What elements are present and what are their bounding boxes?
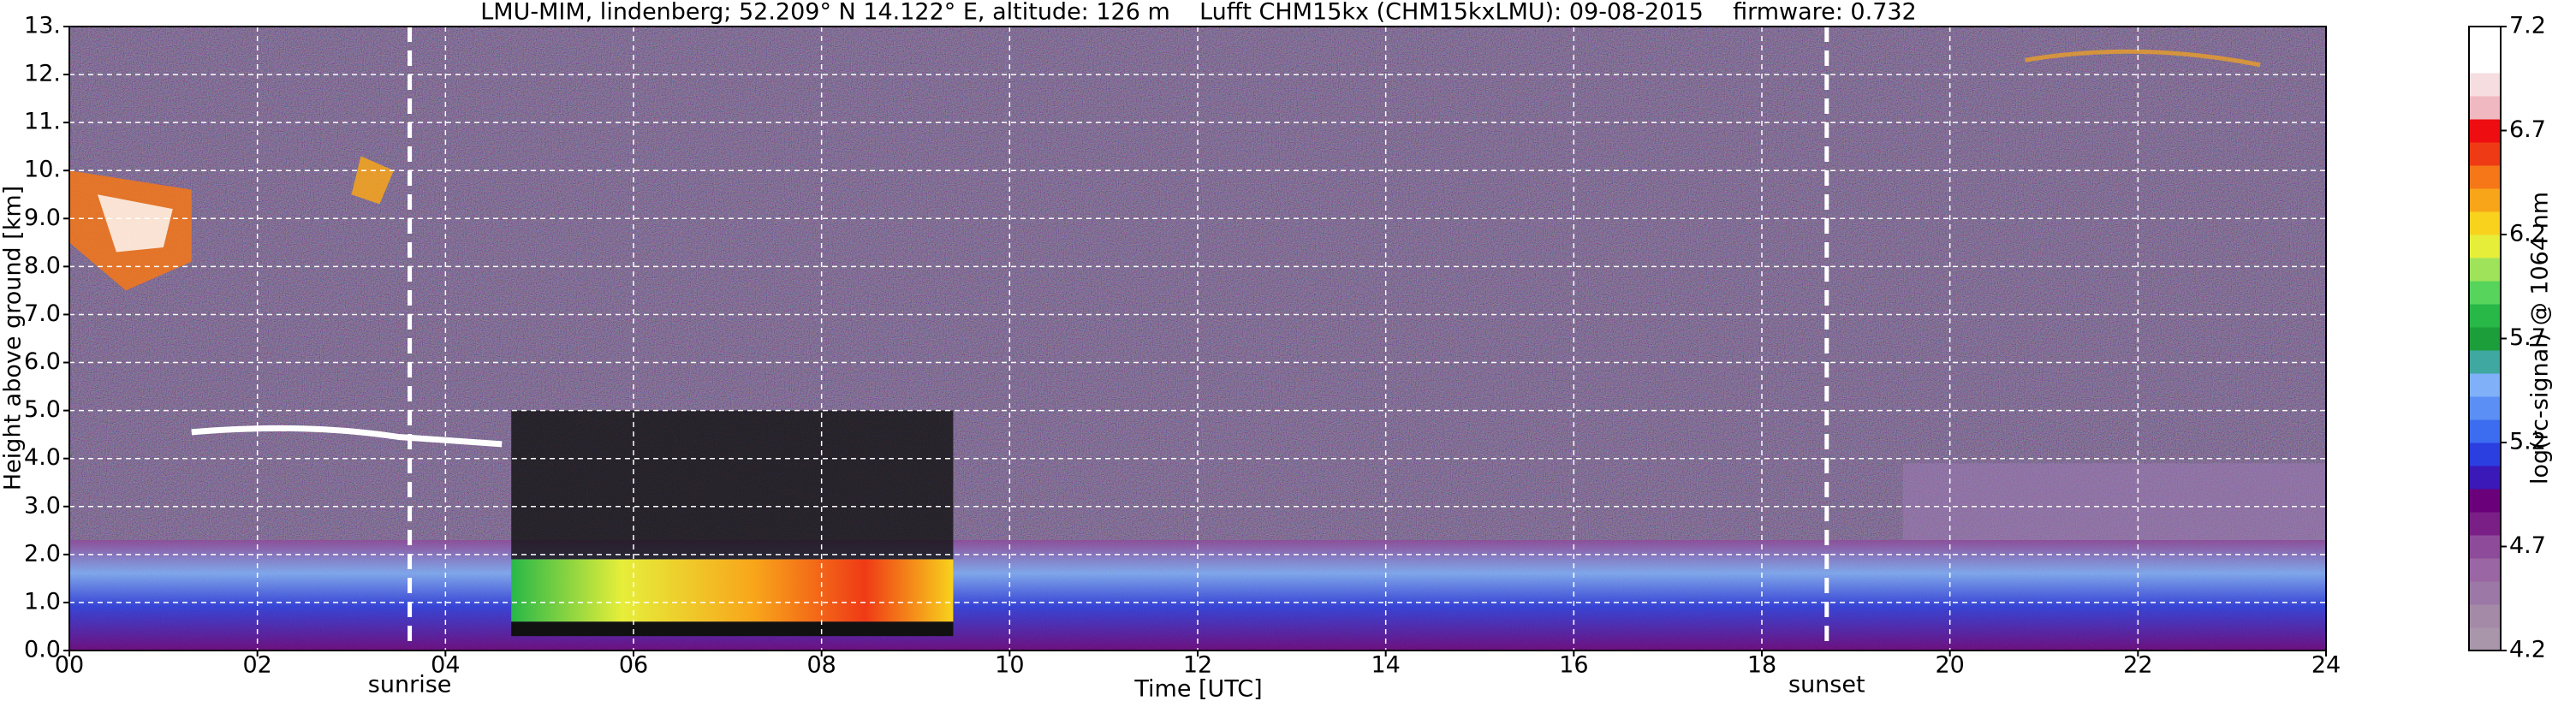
dark-base (511, 621, 954, 637)
y-tick-label: 12. (24, 61, 61, 87)
x-tick-label: 06 (619, 652, 648, 679)
y-tick-label: 8.0 (24, 253, 61, 279)
colorbar-swatch (2469, 281, 2501, 305)
colorbar-swatch (2469, 419, 2501, 443)
x-tick-label: 04 (431, 652, 460, 679)
x-axis-label: Time [UTC] (1133, 676, 1262, 703)
colorbar-tick-label: 7.2 (2509, 13, 2546, 39)
y-tick-label: 11. (24, 109, 61, 135)
y-tick-label: 0.0 (24, 637, 61, 663)
x-tick-label: 22 (2123, 652, 2152, 679)
residual-layer (1902, 463, 2326, 541)
x-tick-label: 10 (995, 652, 1024, 679)
colorbar-label: log(rc-signal) @ 1064 nm (2527, 192, 2554, 484)
y-tick-label: 2.0 (24, 540, 61, 567)
y-tick-label: 1.0 (24, 588, 61, 615)
plot-frame (68, 26, 2327, 651)
y-tick-label: 7.0 (24, 300, 61, 327)
colorbar-swatch (2469, 211, 2501, 235)
colorbar-swatch (2469, 327, 2501, 351)
cirrus (351, 156, 394, 205)
x-tick-label: 14 (1371, 652, 1400, 679)
colorbar-swatch (2469, 512, 2501, 536)
aerosol-layer (511, 559, 954, 622)
colorbar-swatch (2469, 443, 2501, 466)
colorbar-swatch (2469, 235, 2501, 258)
colorbar-swatch (2469, 50, 2501, 74)
x-tick-label: 20 (1935, 652, 1964, 679)
colorbar-tick-label: 4.2 (2509, 637, 2546, 663)
colorbar-swatch (2469, 119, 2501, 143)
colorbar-swatch (2469, 489, 2501, 513)
colorbar-tick-label: 4.7 (2509, 532, 2546, 559)
colorbar-swatch (2469, 604, 2501, 628)
cirrus (2025, 49, 2261, 68)
colorbar-tick-label: 6.7 (2509, 116, 2546, 143)
colorbar-swatch (2469, 581, 2501, 605)
colorbar-swatch (2469, 27, 2501, 50)
colorbar-swatch (2469, 466, 2501, 490)
colorbar-tick-label: 5.7 (2509, 324, 2546, 351)
colorbar-swatch (2469, 73, 2501, 97)
cirrus (97, 194, 173, 253)
colorbar-swatch (2469, 627, 2501, 651)
x-tick-label: 08 (806, 652, 836, 679)
colorbar-swatch (2469, 304, 2501, 328)
colorbar-swatch (2469, 373, 2501, 397)
annotation-label: sunset (1788, 672, 1865, 698)
cloud-line (191, 425, 503, 448)
colorbar-swatch (2469, 165, 2501, 189)
y-tick-label: 5.0 (24, 396, 61, 423)
y-tick-label: 6.0 (24, 348, 61, 375)
annotation-label: sunrise (368, 672, 452, 698)
x-tick-label: 18 (1747, 652, 1776, 679)
dark-region (511, 410, 954, 560)
y-tick-label: 3.0 (24, 492, 61, 519)
colorbar-tick-label: 5.2 (2509, 429, 2546, 455)
colorbar-swatch (2469, 258, 2501, 282)
x-tick-label: 24 (2311, 652, 2341, 679)
colorbar-swatch (2469, 142, 2501, 166)
y-tick-label: 13. (24, 13, 61, 39)
colorbar-swatch (2469, 535, 2501, 559)
colorbar-swatch (2469, 396, 2501, 420)
x-tick-label: 16 (1559, 652, 1588, 679)
y-tick-label: 9.0 (24, 205, 61, 231)
colorbar-swatch (2469, 558, 2501, 582)
chart-title: LMU-MIM, lindenberg; 52.209° N 14.122° E… (480, 0, 1916, 26)
colorbar-swatch (2469, 350, 2501, 374)
x-tick-label: 12 (1183, 652, 1212, 679)
y-tick-label: 10. (24, 157, 61, 183)
colorbar-tick-label: 6.2 (2509, 221, 2546, 247)
colorbar-swatch (2469, 188, 2501, 212)
colorbar-swatch (2469, 96, 2501, 120)
x-tick-label: 00 (55, 652, 84, 679)
x-tick-label: 02 (242, 652, 271, 679)
y-axis-label: Height above ground [km] (0, 186, 27, 490)
y-tick-label: 4.0 (24, 444, 61, 471)
